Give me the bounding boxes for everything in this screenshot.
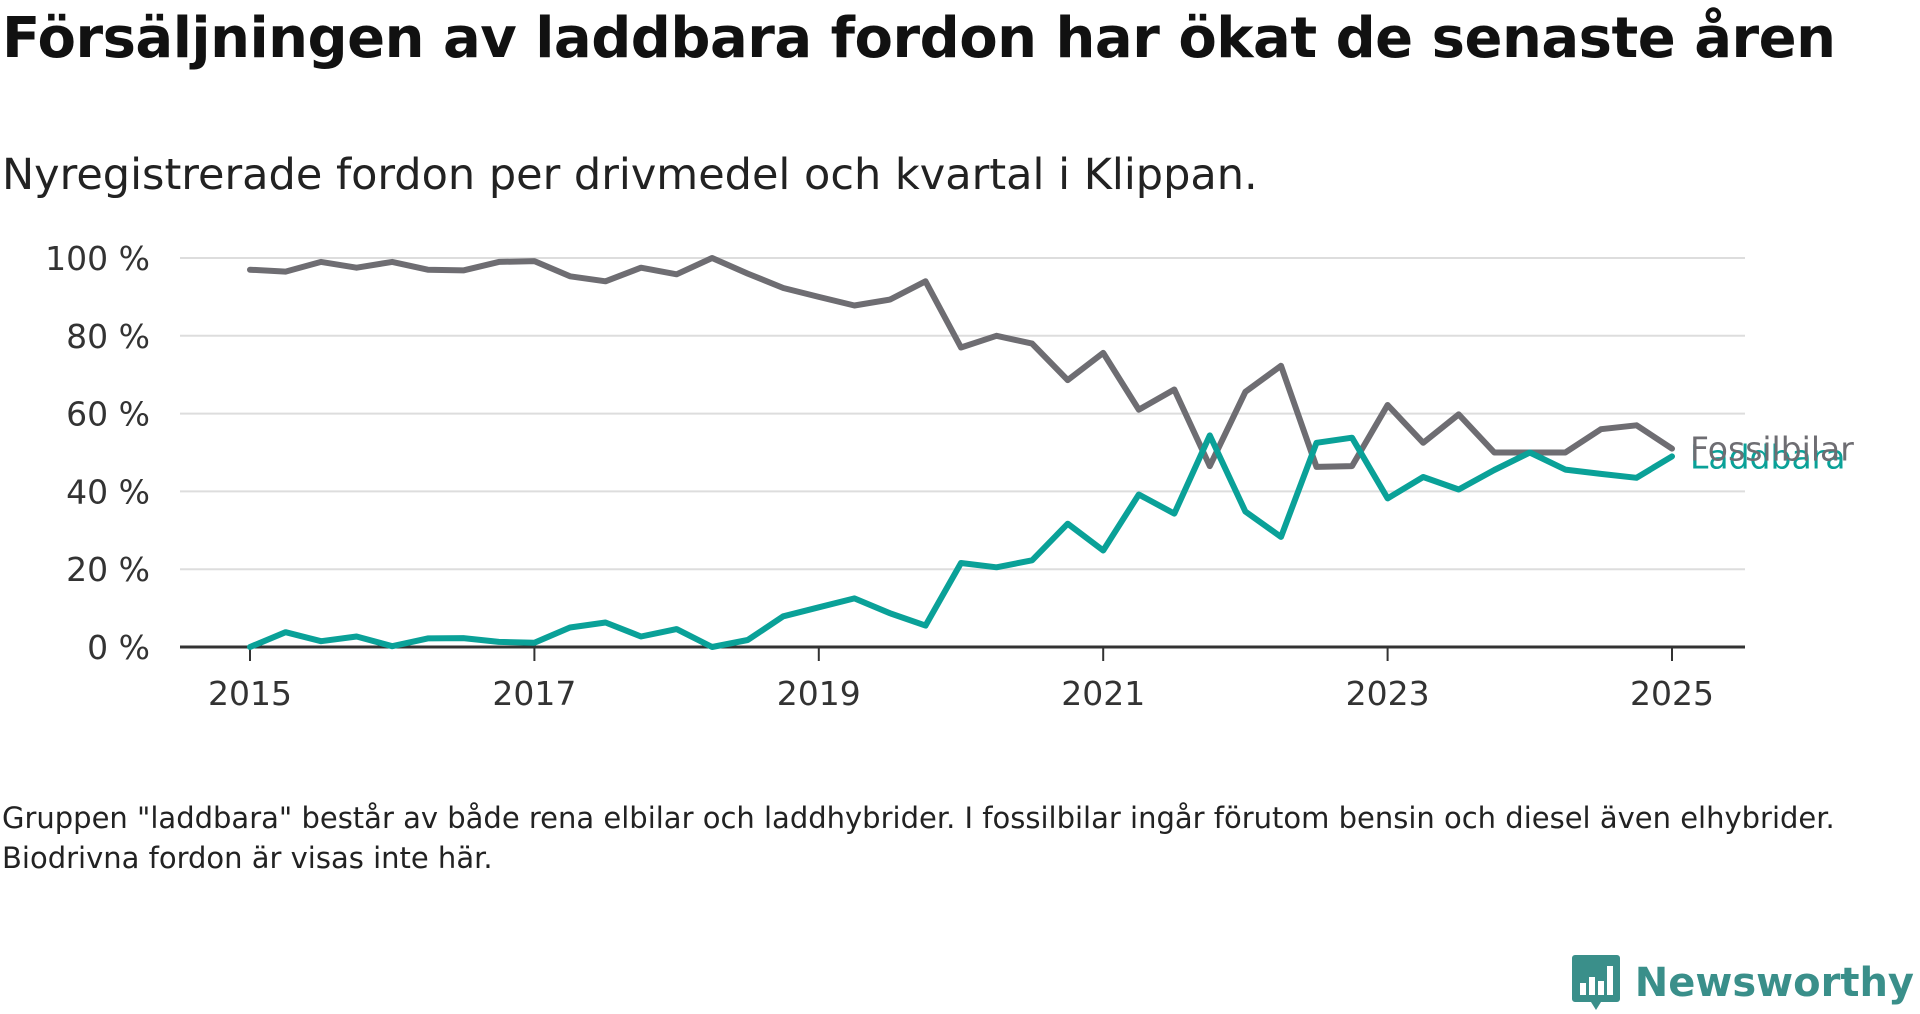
chart-title: Försäljningen av laddbara fordon har öka… — [2, 6, 1836, 71]
y-tick-label-40: 40 % — [66, 472, 150, 511]
footnote: Gruppen "laddbara" består av både rena e… — [2, 801, 1835, 875]
x-tick-label-2017: 2017 — [492, 674, 576, 713]
x-tick-label-2025: 2025 — [1630, 674, 1714, 713]
line-chart: 0 % 20 % 40 % 60 % 80 % 100 % 2015 2017 2019 2021… — [45, 239, 1854, 713]
y-tick-label-20: 20 % — [66, 550, 150, 589]
y-tick-label-100: 100 % — [45, 239, 150, 278]
series-line-fossilbilar — [247, 255, 1675, 470]
y-tick-label-0: 0 % — [87, 628, 150, 667]
x-tick-label-2015: 2015 — [208, 674, 292, 713]
series-line-laddbara — [247, 432, 1675, 650]
x-tick-label-2023: 2023 — [1346, 674, 1430, 713]
chart-subtitle: Nyregistrerade fordon per drivmedel och … — [2, 150, 1258, 200]
series-label-fossilbilar: Fossilbilar — [1690, 430, 1854, 469]
y-tick-label-80: 80 % — [66, 317, 150, 356]
brand-logo: Newsworthy — [1571, 952, 1914, 1014]
newsworthy-logo-icon — [1571, 955, 1620, 1010]
y-tick-label-60: 60 % — [66, 395, 150, 434]
series-label-laddbara: Laddbara — [1690, 437, 1845, 476]
brand-name: Newsworthy — [1634, 960, 1914, 1006]
x-tick-label-2021: 2021 — [1061, 674, 1145, 713]
x-tick-label-2019: 2019 — [777, 674, 861, 713]
